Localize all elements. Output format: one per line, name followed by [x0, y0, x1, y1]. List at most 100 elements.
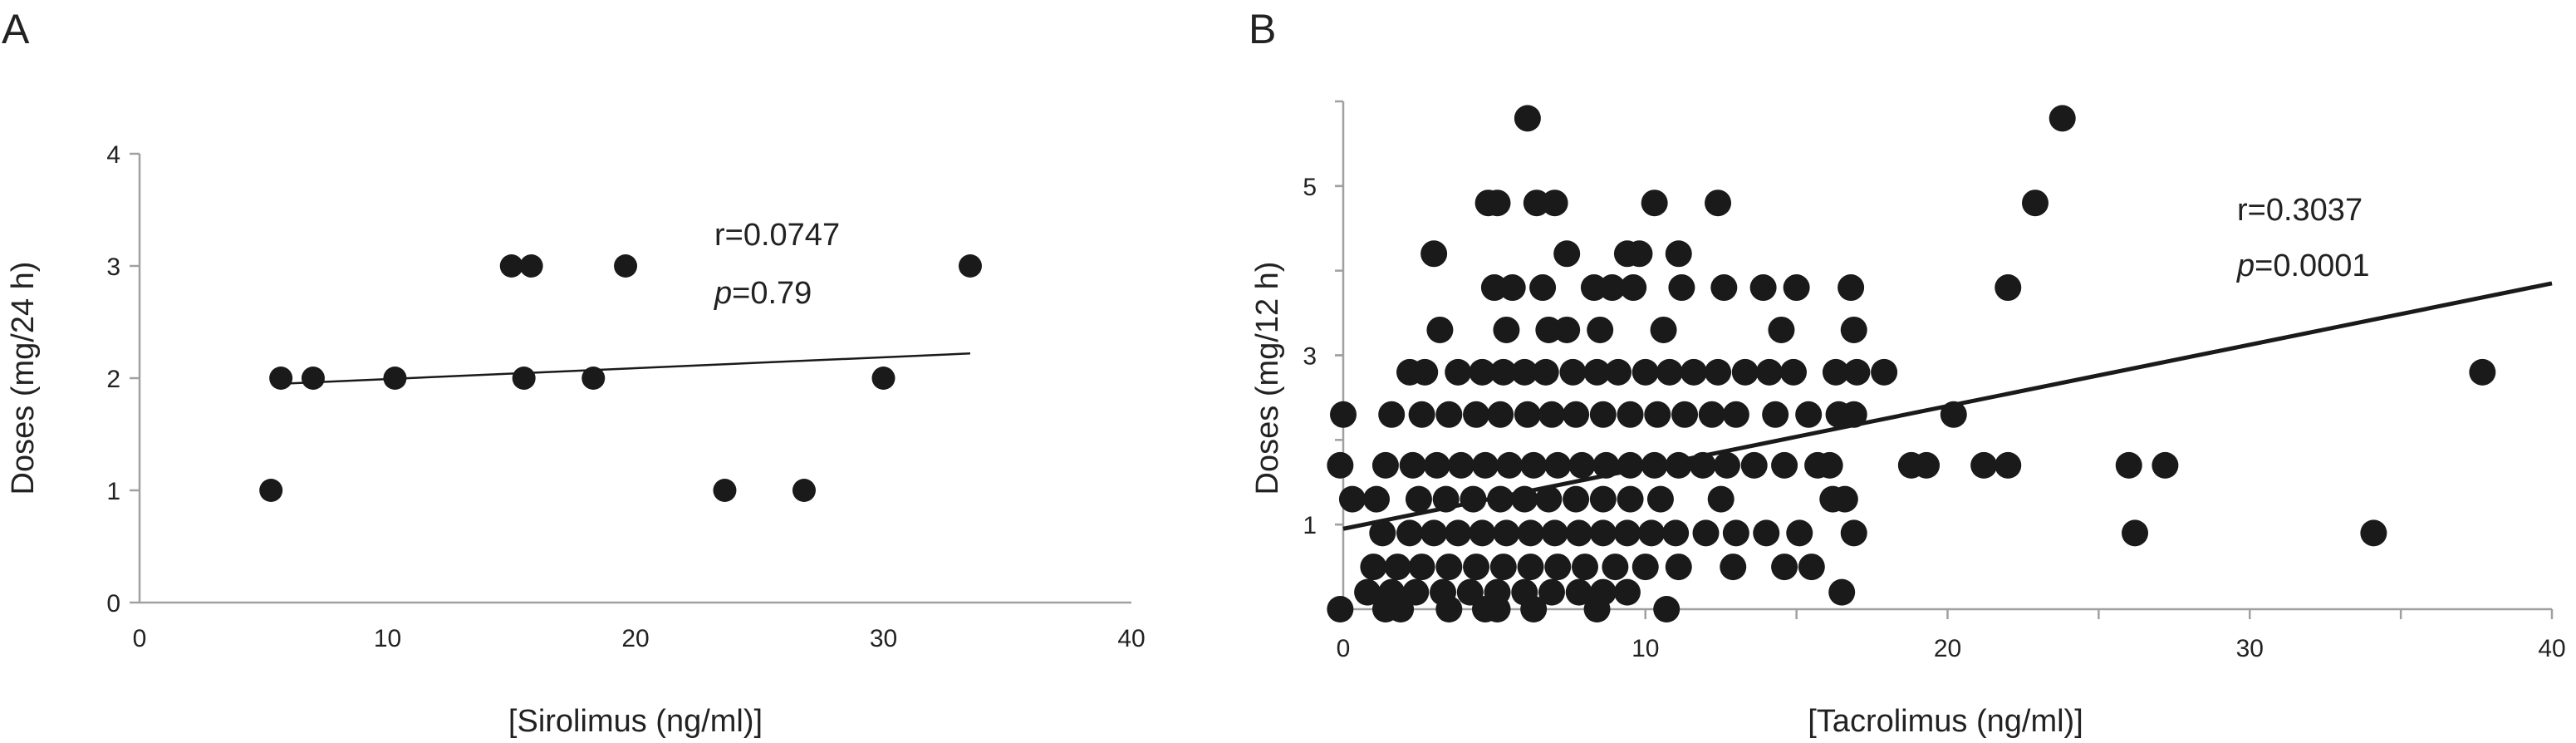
- data-point-b-104: [1432, 485, 1460, 513]
- data-point-b-107: [1511, 485, 1538, 513]
- data-point-b-71: [1795, 401, 1823, 428]
- data-point-b-48: [1731, 358, 1759, 386]
- data-point-b-54: [2469, 358, 2496, 386]
- data-point-b-87: [1641, 451, 1668, 479]
- y-tick-label-a-3: 3: [106, 253, 120, 281]
- data-point-b-55: [1330, 401, 1357, 428]
- x-tick-label-a-4: 40: [1117, 625, 1145, 652]
- data-point-b-134: [2122, 519, 2149, 547]
- data-point-b-20: [1668, 274, 1695, 302]
- data-point-b-113: [1707, 485, 1735, 513]
- data-point-b-75: [1327, 451, 1354, 479]
- y-axis-label-a: Doses (mg/24 h): [6, 262, 41, 495]
- data-point-a-6: [512, 367, 536, 390]
- points-b: [1327, 105, 2496, 622]
- data-point-b-77: [1399, 451, 1426, 479]
- data-point-b-135: [2360, 519, 2387, 547]
- data-point-b-120: [1469, 519, 1496, 547]
- data-point-b-106: [1487, 485, 1514, 513]
- data-point-b-129: [1692, 519, 1720, 547]
- data-point-b-30: [1587, 316, 1614, 343]
- data-point-b-60: [1487, 401, 1514, 428]
- x-tick-label-b-1: 10: [1631, 635, 1659, 662]
- data-point-b-142: [1517, 554, 1544, 581]
- data-point-b-148: [1720, 554, 1747, 581]
- p-number-a: =0.79: [732, 276, 812, 311]
- panel-label-b: B: [1249, 6, 1276, 52]
- data-point-b-24: [1838, 274, 1865, 302]
- data-point-b-76: [1371, 451, 1399, 479]
- data-point-b-73: [1840, 401, 1867, 428]
- data-point-b-65: [1617, 401, 1644, 428]
- data-point-b-43: [1605, 358, 1632, 386]
- data-point-b-161: [1613, 578, 1641, 606]
- data-point-b-83: [1544, 451, 1572, 479]
- data-point-b-102: [1363, 485, 1391, 513]
- data-point-a-10: [792, 479, 816, 502]
- data-point-a-2: [301, 367, 325, 390]
- data-point-b-150: [1798, 554, 1825, 581]
- data-point-b-15: [1499, 274, 1526, 302]
- data-point-b-96: [1913, 451, 1941, 479]
- data-point-b-42: [1583, 358, 1611, 386]
- data-point-b-101: [1338, 485, 1366, 513]
- data-point-b-29: [1553, 316, 1581, 343]
- data-point-b-66: [1644, 401, 1671, 428]
- data-point-b-138: [1408, 554, 1435, 581]
- data-point-b-45: [1656, 358, 1683, 386]
- data-point-a-5: [519, 254, 543, 278]
- y-tick-label-b-0: 1: [1303, 512, 1317, 539]
- data-point-b-22: [1749, 274, 1777, 302]
- data-point-b-169: [1520, 596, 1548, 622]
- data-point-b-146: [1631, 554, 1659, 581]
- data-point-b-46: [1680, 358, 1707, 386]
- data-point-b-166: [1435, 596, 1463, 622]
- data-point-b-121: [1493, 519, 1520, 547]
- data-point-b-8: [2021, 189, 2049, 217]
- data-point-b-170: [1583, 596, 1611, 622]
- data-point-b-89: [1689, 451, 1716, 479]
- data-point-b-3: [1484, 189, 1511, 217]
- data-point-b-125: [1589, 519, 1617, 547]
- data-point-b-18: [1598, 274, 1626, 302]
- data-point-b-124: [1565, 519, 1592, 547]
- data-point-b-97: [1970, 451, 1998, 479]
- data-point-b-53: [1871, 358, 1898, 386]
- r-value-b: r=0.3037: [2237, 193, 2363, 228]
- data-point-b-105: [1460, 485, 1487, 513]
- data-point-b-62: [1538, 401, 1565, 428]
- data-point-b-6: [1641, 189, 1668, 217]
- data-point-b-47: [1705, 358, 1732, 386]
- data-point-b-132: [1786, 519, 1813, 547]
- data-point-b-131: [1753, 519, 1780, 547]
- data-point-b-116: [1369, 519, 1396, 547]
- p-number-b: =0.0001: [2255, 248, 2369, 283]
- data-point-b-144: [1572, 554, 1598, 581]
- data-point-b-79: [1447, 451, 1474, 479]
- data-point-b-122: [1517, 519, 1544, 547]
- data-point-a-12: [958, 254, 982, 278]
- data-point-b-141: [1489, 554, 1517, 581]
- x-tick-label-b-2: 20: [1934, 635, 1961, 662]
- data-point-b-155: [1456, 578, 1484, 606]
- y-tick-label-b-1: 3: [1303, 343, 1317, 371]
- data-point-b-92: [1771, 451, 1798, 479]
- data-point-b-112: [1646, 485, 1674, 513]
- data-point-b-38: [1489, 358, 1517, 386]
- data-point-b-10: [1553, 240, 1581, 268]
- data-point-b-151: [1354, 578, 1381, 606]
- x-tick-label-a-0: 0: [133, 625, 147, 652]
- data-point-b-0: [1514, 105, 1541, 132]
- data-point-b-39: [1511, 358, 1538, 386]
- data-point-b-111: [1617, 485, 1644, 513]
- x-tick-label-a-3: 30: [870, 625, 897, 652]
- data-point-a-0: [259, 479, 283, 502]
- data-point-b-143: [1544, 554, 1572, 581]
- data-point-b-70: [1762, 401, 1789, 428]
- data-point-b-23: [1783, 274, 1810, 302]
- data-point-a-1: [269, 367, 293, 390]
- data-point-b-99: [2115, 451, 2142, 479]
- data-point-b-126: [1613, 519, 1641, 547]
- data-point-b-115: [1831, 485, 1858, 513]
